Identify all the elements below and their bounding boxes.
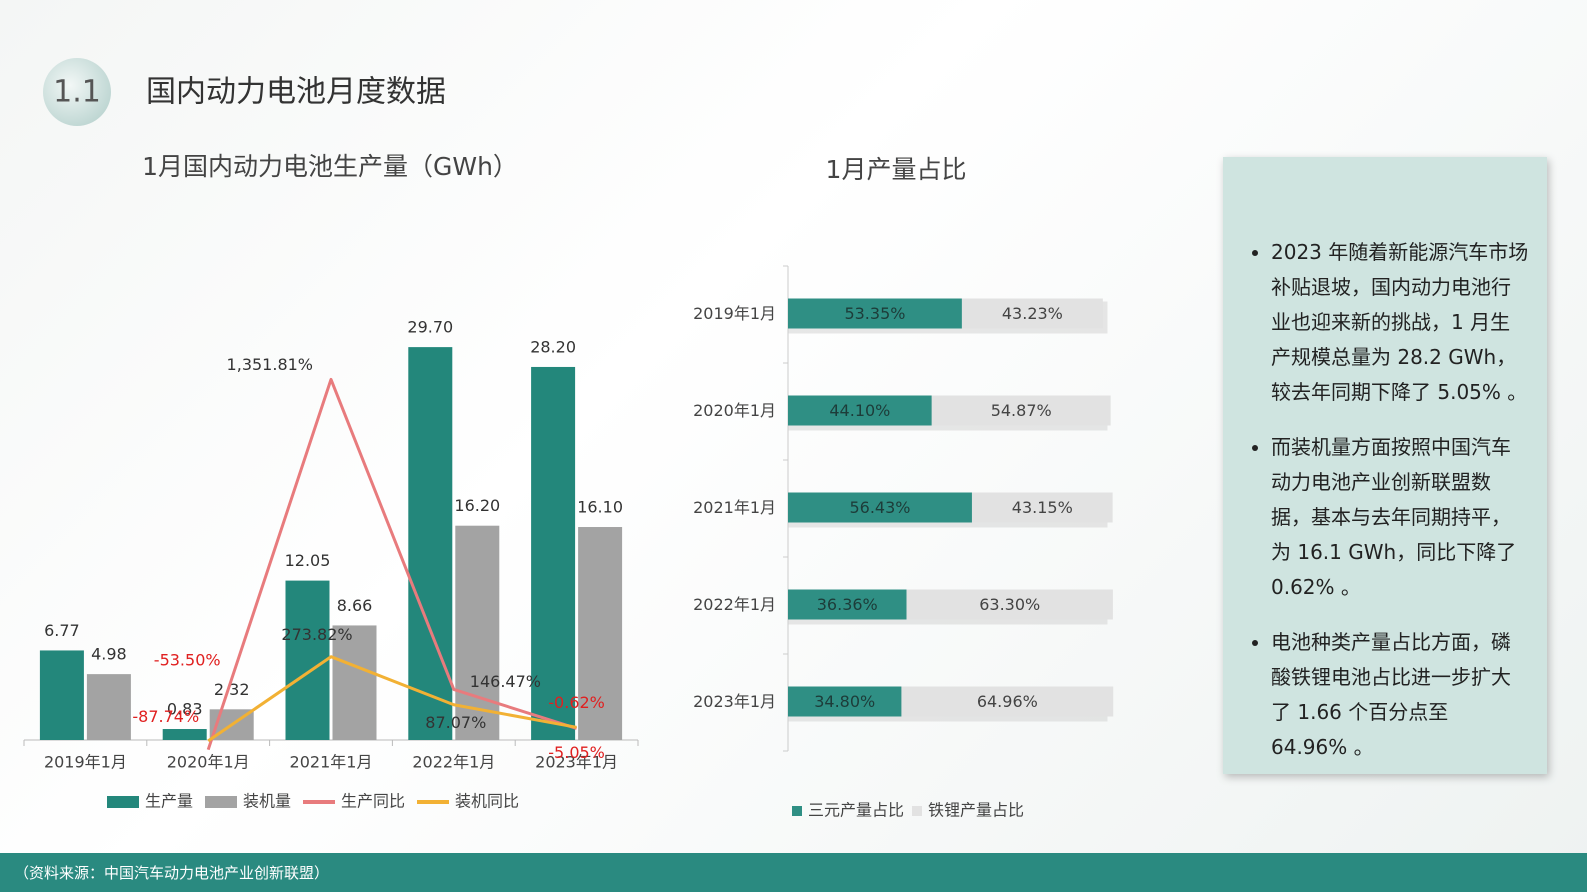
- bar-value-label: 12.05: [285, 551, 331, 570]
- source-note: （资料来源：中国汽车动力电池产业创新联盟）: [14, 864, 330, 882]
- bar-segment: [788, 686, 902, 717]
- summary-panel: 2023 年随着新能源汽车市场补贴退坡，国内动力电池行业也迎来新的挑战，1 月生…: [1223, 157, 1547, 774]
- segment-value-label: 54.87%: [991, 401, 1052, 420]
- x-tick-label: 2023年1月: [535, 753, 618, 772]
- legend-label: 铁锂产量占比: [928, 801, 1024, 820]
- segment-value-label: 36.36%: [817, 595, 878, 614]
- segment-value-label: 56.43%: [849, 498, 910, 517]
- bar: [39, 650, 84, 740]
- legend-swatch: [107, 796, 139, 808]
- y-tick-label: 2022年1月: [693, 595, 776, 614]
- section-number: 1.1: [53, 75, 101, 110]
- segment-value-label: 53.35%: [844, 304, 905, 323]
- bar-value-label: 0.83: [167, 700, 203, 719]
- bar-value-label: 29.70: [407, 318, 453, 337]
- segment-value-label: 63.30%: [979, 595, 1040, 614]
- bar-segment: [788, 298, 962, 329]
- line-value-label: 273.82%: [281, 625, 352, 644]
- bar-value-label: 6.77: [44, 621, 80, 640]
- bar-segment: [971, 492, 1113, 523]
- line-value-label: 1,351.81%: [227, 355, 313, 374]
- segment-value-label: 43.15%: [1012, 498, 1073, 517]
- x-tick-label: 2021年1月: [290, 753, 373, 772]
- bullet: 电池种类产量占比方面，磷酸铁锂电池占比进一步扩大了 1.66 个百分点至 64.…: [1271, 625, 1529, 765]
- x-tick-label: 2020年1月: [167, 753, 250, 772]
- segment-value-label: 64.96%: [977, 692, 1038, 711]
- bar: [531, 366, 576, 740]
- bar-segment: [931, 395, 1111, 426]
- bar: [162, 729, 207, 740]
- segment-value-label: 43.23%: [1002, 304, 1063, 323]
- line-value-label: 146.47%: [470, 672, 541, 691]
- line-value-label: -87.74%: [132, 707, 199, 726]
- bar: [455, 525, 500, 740]
- bar: [408, 347, 453, 740]
- legend-swatch: [912, 806, 922, 816]
- x-tick-label: 2022年1月: [412, 753, 495, 772]
- y-tick-label: 2023年1月: [693, 692, 776, 711]
- chart-title: 1月产量占比: [826, 155, 967, 184]
- bar-value-label: 2.32: [214, 680, 250, 699]
- line-value-label: -5.05%: [548, 743, 605, 762]
- bar: [86, 674, 131, 740]
- segment-value-label: 34.80%: [814, 692, 875, 711]
- y-tick-label: 2019年1月: [693, 304, 776, 323]
- bar-value-label: 8.66: [337, 596, 373, 615]
- bar-segment: [901, 686, 1114, 717]
- page-title: 国内动力电池月度数据: [146, 75, 446, 110]
- bar-value-label: 4.98: [91, 645, 127, 664]
- legend-label: 生产同比: [341, 792, 405, 811]
- section-badge: [43, 58, 111, 126]
- line-series: [207, 655, 577, 743]
- bar-value-label: 16.20: [454, 496, 500, 515]
- bar: [285, 580, 330, 740]
- bullet: 而装机量方面按照中国汽车动力电池产业创新联盟数据，基本与去年同期持平，为 16.…: [1271, 430, 1529, 605]
- bar: [332, 625, 377, 740]
- bar-value-label: 28.20: [530, 337, 576, 356]
- legend-label: 装机同比: [455, 792, 519, 811]
- bullet: 2023 年随着新能源汽车市场补贴退坡，国内动力电池行业也迎来新的挑战，1 月生…: [1271, 235, 1529, 410]
- bar-segment: [961, 298, 1103, 329]
- line-series: [206, 377, 578, 751]
- legend-swatch: [792, 806, 802, 816]
- legend-label: 三元产量占比: [808, 801, 904, 820]
- bar-segment: [788, 395, 932, 426]
- legend-label: 生产量: [145, 792, 193, 811]
- line-value-label: 87.07%: [425, 713, 486, 732]
- y-tick-label: 2021年1月: [693, 498, 776, 517]
- y-tick-label: 2020年1月: [693, 401, 776, 420]
- bullet-list: 2023 年随着新能源汽车市场补贴退坡，国内动力电池行业也迎来新的挑战，1 月生…: [1237, 235, 1529, 765]
- x-tick-label: 2019年1月: [44, 753, 127, 772]
- segment-value-label: 44.10%: [829, 401, 890, 420]
- line-value-label: -53.50%: [154, 650, 221, 669]
- bar-value-label: 16.10: [577, 498, 623, 517]
- line-value-label: -0.62%: [548, 693, 605, 712]
- bar-segment: [788, 492, 972, 523]
- chart-title: 1月国内动力电池生产量（GWh）: [142, 152, 518, 181]
- footer: （资料来源：中国汽车动力电池产业创新联盟）: [0, 853, 1587, 892]
- legend-label: 装机量: [243, 792, 291, 811]
- bar-segment: [788, 589, 907, 620]
- bar: [578, 527, 623, 740]
- legend-swatch: [205, 796, 237, 808]
- bar-segment: [906, 589, 1113, 620]
